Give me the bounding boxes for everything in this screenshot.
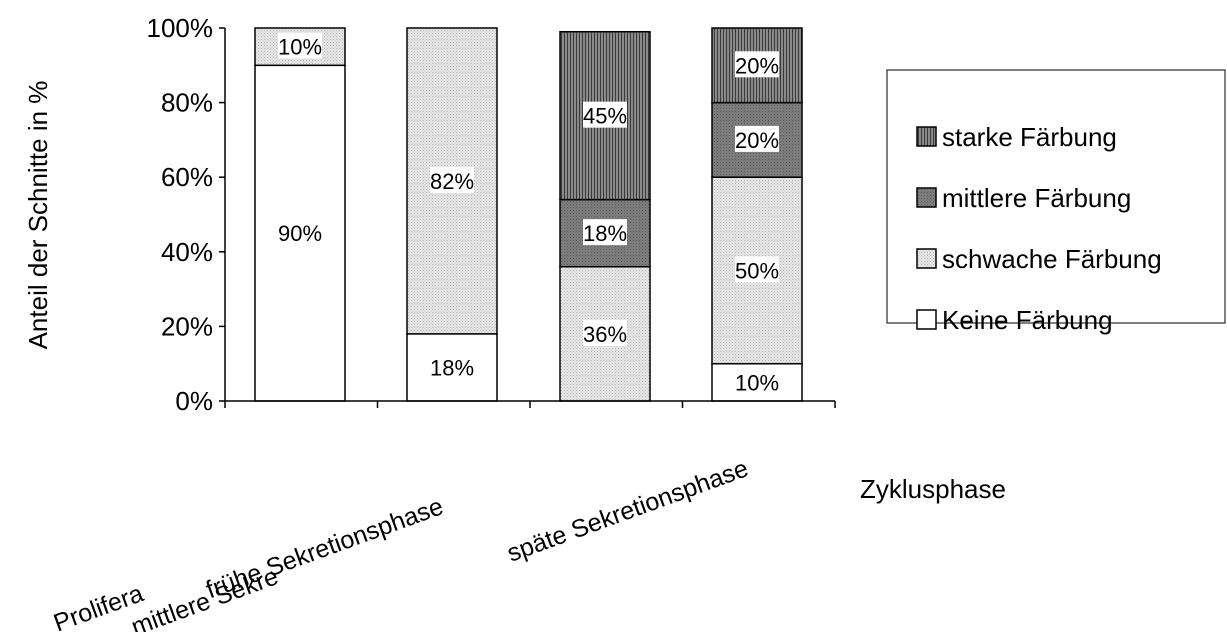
legend-frame <box>886 69 1226 324</box>
x-tick-label: späte Sekretionsphase <box>503 454 752 567</box>
data-label: 18% <box>583 221 627 246</box>
legend-swatch <box>916 248 937 269</box>
y-axis: 0% 20% 40% 60% 80% 100% <box>147 13 226 416</box>
data-label: 20% <box>735 53 779 78</box>
data-label-bg <box>430 353 474 380</box>
bar-segment <box>711 101 803 178</box>
y-tick-label: 0% <box>175 386 213 416</box>
y-tick-label: 20% <box>161 311 213 341</box>
data-label-bg <box>583 101 627 128</box>
data-label: 18% <box>430 355 474 380</box>
data-label: 10% <box>735 370 779 395</box>
x-axis-label: Zyklusphase <box>860 474 1006 504</box>
y-tick-label: 80% <box>161 88 213 118</box>
data-label: 10% <box>278 35 322 60</box>
data-label-bg <box>735 368 779 395</box>
y-tick-label: 40% <box>161 237 213 267</box>
data-label: 20% <box>735 128 779 153</box>
legend-swatch <box>916 309 937 330</box>
y-tick-label: 100% <box>147 13 214 43</box>
data-label: 82% <box>430 169 474 194</box>
legend-label: starke Färbung <box>942 122 1117 152</box>
legend-swatch <box>916 187 937 208</box>
data-label-bg <box>735 256 779 283</box>
data-label-bg <box>583 319 627 346</box>
plot-area: 90% 10% 18% 82% 36% 18% 45% 10% 50% 20% 20% <box>254 27 803 402</box>
legend: starke Färbung mittlere Färbung schwache F… <box>886 69 1226 335</box>
data-label: 45% <box>583 104 627 129</box>
data-label-bg <box>583 219 627 246</box>
legend-label: mittlere Färbung <box>942 183 1131 213</box>
data-label: 90% <box>278 221 322 246</box>
data-label-bg <box>430 166 474 193</box>
data-label-bg <box>735 125 779 152</box>
data-label: 50% <box>735 258 779 283</box>
x-tick-label: mittlere Sekre <box>128 562 282 632</box>
y-tick-label: 60% <box>161 162 213 192</box>
legend-label: Keine Färbung <box>942 305 1113 335</box>
data-label-bg <box>278 32 322 59</box>
legend-swatch <box>916 126 937 147</box>
data-label: 36% <box>583 322 627 347</box>
y-axis-label: Anteil der Schnitte in % <box>23 81 53 350</box>
legend-label: schwache Färbung <box>942 244 1162 274</box>
data-label-bg <box>735 51 779 78</box>
data-label-bg <box>278 219 322 246</box>
